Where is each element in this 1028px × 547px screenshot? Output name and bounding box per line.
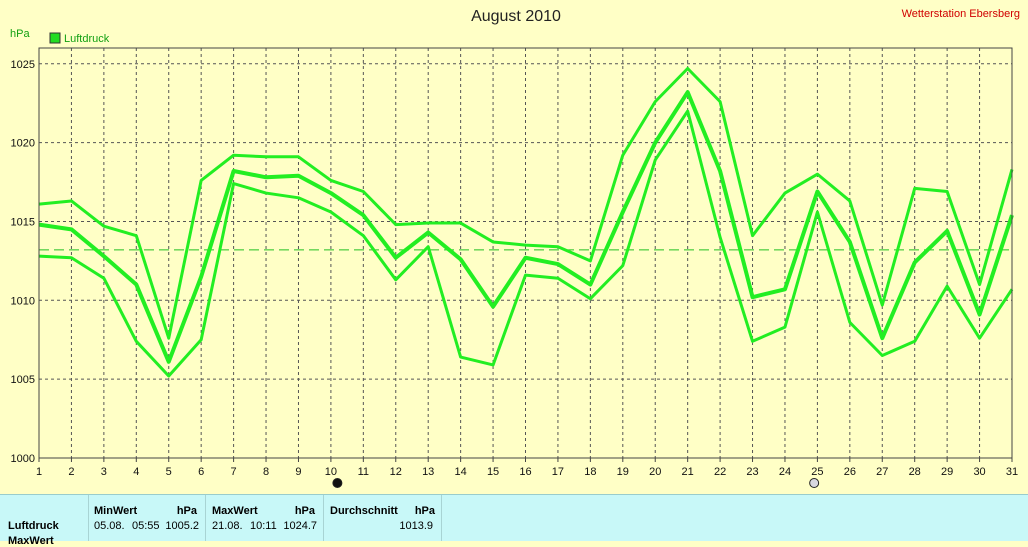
x-tick-label: 19 <box>617 466 629 478</box>
max-date: 21.08. <box>212 520 243 532</box>
moon-markers <box>332 478 820 488</box>
chart-title: August 2010 <box>471 8 561 25</box>
x-tick-label: 17 <box>552 466 564 478</box>
avg-value: 1013.9 <box>399 520 433 532</box>
x-tick-label: 7 <box>231 466 237 478</box>
y-axis-unit: hPa <box>10 28 30 40</box>
series-line-max <box>38 67 1014 340</box>
legend-swatch <box>49 32 61 44</box>
stats-separator <box>323 495 324 541</box>
max-value: 1024.7 <box>283 520 317 532</box>
x-tick-label: 4 <box>133 466 139 478</box>
x-tick-label: 21 <box>682 466 694 478</box>
x-tick-label: 31 <box>1006 466 1018 478</box>
x-tick-label: 29 <box>941 466 953 478</box>
x-tick-label: 27 <box>876 466 888 478</box>
legend: Luftdruck <box>49 32 110 45</box>
min-header: MinWert <box>94 505 138 517</box>
x-tick-label: 10 <box>325 466 337 478</box>
x-tick-label: 18 <box>584 466 596 478</box>
x-tick-label: 25 <box>811 466 823 478</box>
station-name: Wetterstation Ebersberg <box>902 8 1020 20</box>
max-header: MaxWert <box>212 505 258 517</box>
avg-header: Durchschnitt <box>330 505 398 517</box>
stats-avg-cell: Durchschnitt hPa 1013.9 <box>323 495 441 541</box>
max-time: 10:11 <box>250 520 277 532</box>
new-moon-icon <box>332 478 343 488</box>
x-axis: 1 2 3 4 5 6 7 8 9 10 11 12 13 14 15 16 17 18 19 20 21 22 23 24 2… <box>36 458 1018 478</box>
full-moon-icon <box>809 478 820 488</box>
x-tick-label: 5 <box>166 466 172 478</box>
y-tick-label: 1015 <box>11 216 35 228</box>
x-tick-label: 14 <box>455 466 467 478</box>
y-tick-label: 1010 <box>11 295 35 307</box>
x-tick-label: 2 <box>68 466 74 478</box>
x-tick-label: 6 <box>198 466 204 478</box>
y-tick-label: 1000 <box>11 453 35 465</box>
y-tick-label: 1005 <box>11 374 35 386</box>
legend-label: Luftdruck <box>64 33 110 45</box>
stats-separator <box>88 495 89 541</box>
stats-next-row-label: MaxWert <box>8 535 54 547</box>
x-tick-label: 3 <box>101 466 107 478</box>
x-tick-label: 9 <box>295 466 301 478</box>
x-tick-label: 8 <box>263 466 269 478</box>
x-tick-label: 28 <box>909 466 921 478</box>
y-axis: 1000 1005 1010 1015 1020 1025 <box>11 59 35 465</box>
series-layer <box>38 67 1014 378</box>
y-tick-label: 1020 <box>11 138 35 150</box>
stats-separator <box>441 495 442 541</box>
series-line-min <box>38 109 1014 378</box>
max-unit: hPa <box>294 505 315 517</box>
min-time: 05:55 <box>132 520 160 532</box>
stats-separator <box>205 495 206 541</box>
x-tick-label: 26 <box>844 466 856 478</box>
x-tick-label: 1 <box>36 466 42 478</box>
stats-table: Luftdruck MaxWert MinWert hPa 05.08. 05:… <box>0 494 1028 547</box>
min-value: 1005.2 <box>165 520 199 532</box>
x-tick-label: 11 <box>358 466 369 478</box>
min-unit: hPa <box>176 505 197 517</box>
x-tick-label: 24 <box>779 466 791 478</box>
x-tick-label: 23 <box>746 466 758 478</box>
x-tick-label: 12 <box>390 466 402 478</box>
x-tick-label: 13 <box>422 466 434 478</box>
avg-unit: hPa <box>414 505 435 517</box>
min-date: 05.08. <box>94 520 125 532</box>
x-tick-label: 22 <box>714 466 726 478</box>
x-tick-label: 16 <box>519 466 531 478</box>
stats-max-cell: MaxWert hPa 21.08. 10:11 1024.7 <box>205 495 323 541</box>
stats-min-cell: MinWert hPa 05.08. 05:55 1005.2 <box>88 495 205 541</box>
chart: 1 2 3 4 5 6 7 8 9 10 11 12 13 14 15 16 17 18 19 20 21 22 23 24 2… <box>10 8 1020 488</box>
x-tick-label: 20 <box>649 466 661 478</box>
stats-row-label: Luftdruck <box>8 520 59 532</box>
y-tick-label: 1025 <box>11 59 35 71</box>
x-tick-label: 30 <box>973 466 985 478</box>
x-tick-label: 15 <box>487 466 499 478</box>
series-line-avg <box>38 90 1014 364</box>
